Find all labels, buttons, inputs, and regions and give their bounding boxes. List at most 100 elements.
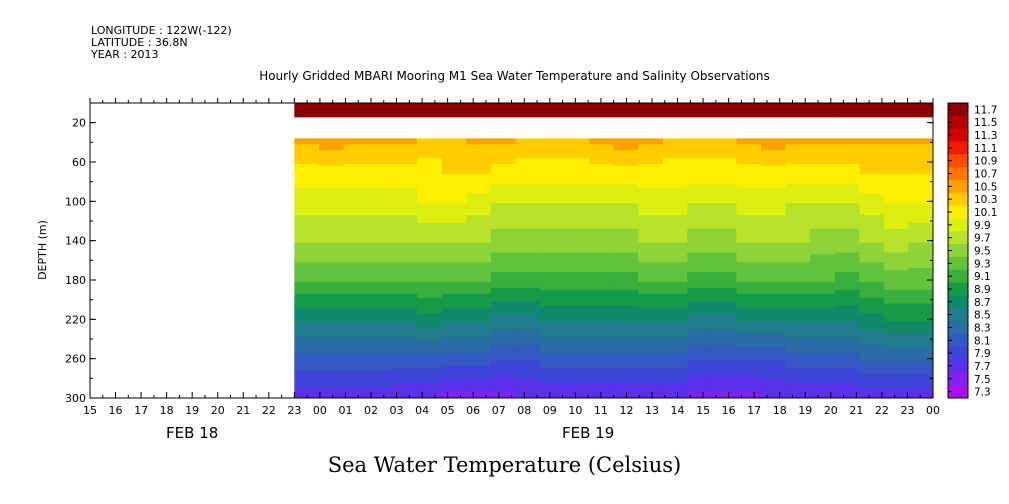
heatmap-cell — [883, 144, 910, 147]
heatmap-cell — [294, 293, 320, 297]
heatmap-cell — [810, 244, 836, 248]
heatmap-cell — [392, 171, 418, 175]
heatmap-cell — [736, 187, 762, 191]
heatmap-cell — [834, 217, 860, 220]
heatmap-cell — [687, 234, 713, 238]
heatmap-cell — [834, 213, 860, 216]
heatmap-cell — [490, 386, 517, 389]
heatmap-cell — [318, 364, 345, 368]
heatmap-cell — [834, 366, 860, 370]
heatmap-cell — [859, 187, 885, 191]
heatmap-cell — [834, 285, 860, 289]
heatmap-cell — [810, 142, 836, 145]
heatmap-cell — [662, 234, 688, 238]
heatmap-cell — [662, 156, 688, 159]
y-axis-label: DEPTH (m) — [36, 220, 49, 280]
heatmap-cell — [392, 384, 418, 387]
heatmap-cell — [294, 230, 320, 234]
heatmap-cell — [711, 382, 738, 385]
heatmap-cell — [638, 144, 664, 147]
heatmap-cell — [441, 224, 467, 228]
heatmap-cell — [343, 376, 369, 379]
heatmap-cell — [392, 272, 418, 275]
heatmap-cell — [711, 307, 738, 311]
heatmap-cell — [589, 319, 615, 322]
heatmap-cell — [761, 384, 787, 387]
heatmap-cell — [368, 248, 394, 252]
heatmap-cell — [343, 323, 369, 326]
heatmap-cell — [711, 333, 738, 336]
heatmap-cell — [539, 230, 566, 234]
heatmap-cell — [662, 305, 688, 309]
heatmap-cell — [318, 386, 345, 389]
heatmap-cell — [392, 103, 418, 106]
heatmap-cell — [810, 222, 836, 226]
heatmap-cell — [687, 319, 713, 322]
heatmap-cell — [810, 285, 836, 289]
heatmap-cell — [810, 390, 836, 393]
heatmap-cell — [417, 252, 443, 256]
heatmap-cell — [859, 323, 885, 326]
heatmap-cell — [417, 305, 443, 309]
heatmap-cell — [392, 329, 418, 332]
heatmap-cell — [539, 260, 566, 263]
heatmap-cell — [711, 368, 738, 372]
heatmap-cell — [368, 350, 394, 354]
heatmap-cell — [736, 254, 762, 257]
heatmap-cell — [392, 364, 418, 368]
x-tick-label: 07 — [492, 404, 506, 417]
heatmap-cell — [515, 260, 541, 263]
heatmap-cell — [834, 317, 860, 320]
heatmap-cell — [736, 319, 762, 322]
heatmap-cell — [318, 222, 345, 226]
heatmap-cell — [883, 183, 910, 187]
heatmap-cell — [761, 197, 787, 200]
heatmap-cell — [711, 352, 738, 356]
heatmap-cell — [417, 226, 443, 230]
heatmap-cell — [368, 376, 394, 379]
heatmap-cell — [761, 221, 787, 224]
heatmap-cell — [343, 268, 369, 271]
heatmap-cell — [343, 224, 369, 228]
heatmap-cell — [318, 374, 345, 377]
heatmap-cell — [883, 236, 910, 240]
heatmap-cell — [417, 140, 443, 143]
heatmap-cell — [515, 150, 541, 153]
heatmap-cell — [662, 242, 688, 246]
heatmap-cell — [761, 199, 787, 202]
heatmap-cell — [515, 325, 541, 328]
heatmap-cell — [761, 268, 787, 271]
heatmap-cell — [466, 390, 492, 393]
heatmap-cell — [908, 382, 933, 385]
heatmap-cell — [883, 305, 910, 309]
heatmap-cell — [859, 340, 885, 344]
heatmap-cell — [687, 348, 713, 352]
heatmap-cell — [785, 340, 811, 344]
heatmap-cell — [368, 175, 394, 179]
heatmap-cell — [515, 313, 541, 316]
heatmap-cell — [490, 158, 517, 161]
heatmap-cell — [761, 337, 787, 340]
heatmap-cell — [810, 221, 836, 224]
heatmap-cell — [859, 380, 885, 383]
heatmap-cell — [318, 163, 345, 167]
heatmap-cell — [613, 187, 639, 191]
heatmap-cell — [638, 315, 664, 318]
heatmap-cell — [736, 256, 762, 259]
heatmap-cell — [883, 315, 910, 318]
heatmap-cell — [589, 222, 615, 226]
heatmap-cell — [515, 144, 541, 147]
heatmap-cell — [761, 114, 787, 118]
x-tick-label: 18 — [160, 404, 174, 417]
heatmap-cell — [564, 264, 590, 267]
heatmap-cell — [441, 167, 467, 171]
heatmap-cell — [564, 376, 590, 379]
heatmap-cell — [515, 167, 541, 171]
heatmap-cell — [318, 219, 345, 222]
heatmap-cell — [515, 203, 541, 206]
heatmap-cell — [613, 348, 639, 352]
heatmap-cell — [736, 297, 762, 301]
heatmap-cell — [343, 321, 369, 324]
heatmap-cell — [318, 339, 345, 342]
heatmap-cell — [687, 189, 713, 193]
